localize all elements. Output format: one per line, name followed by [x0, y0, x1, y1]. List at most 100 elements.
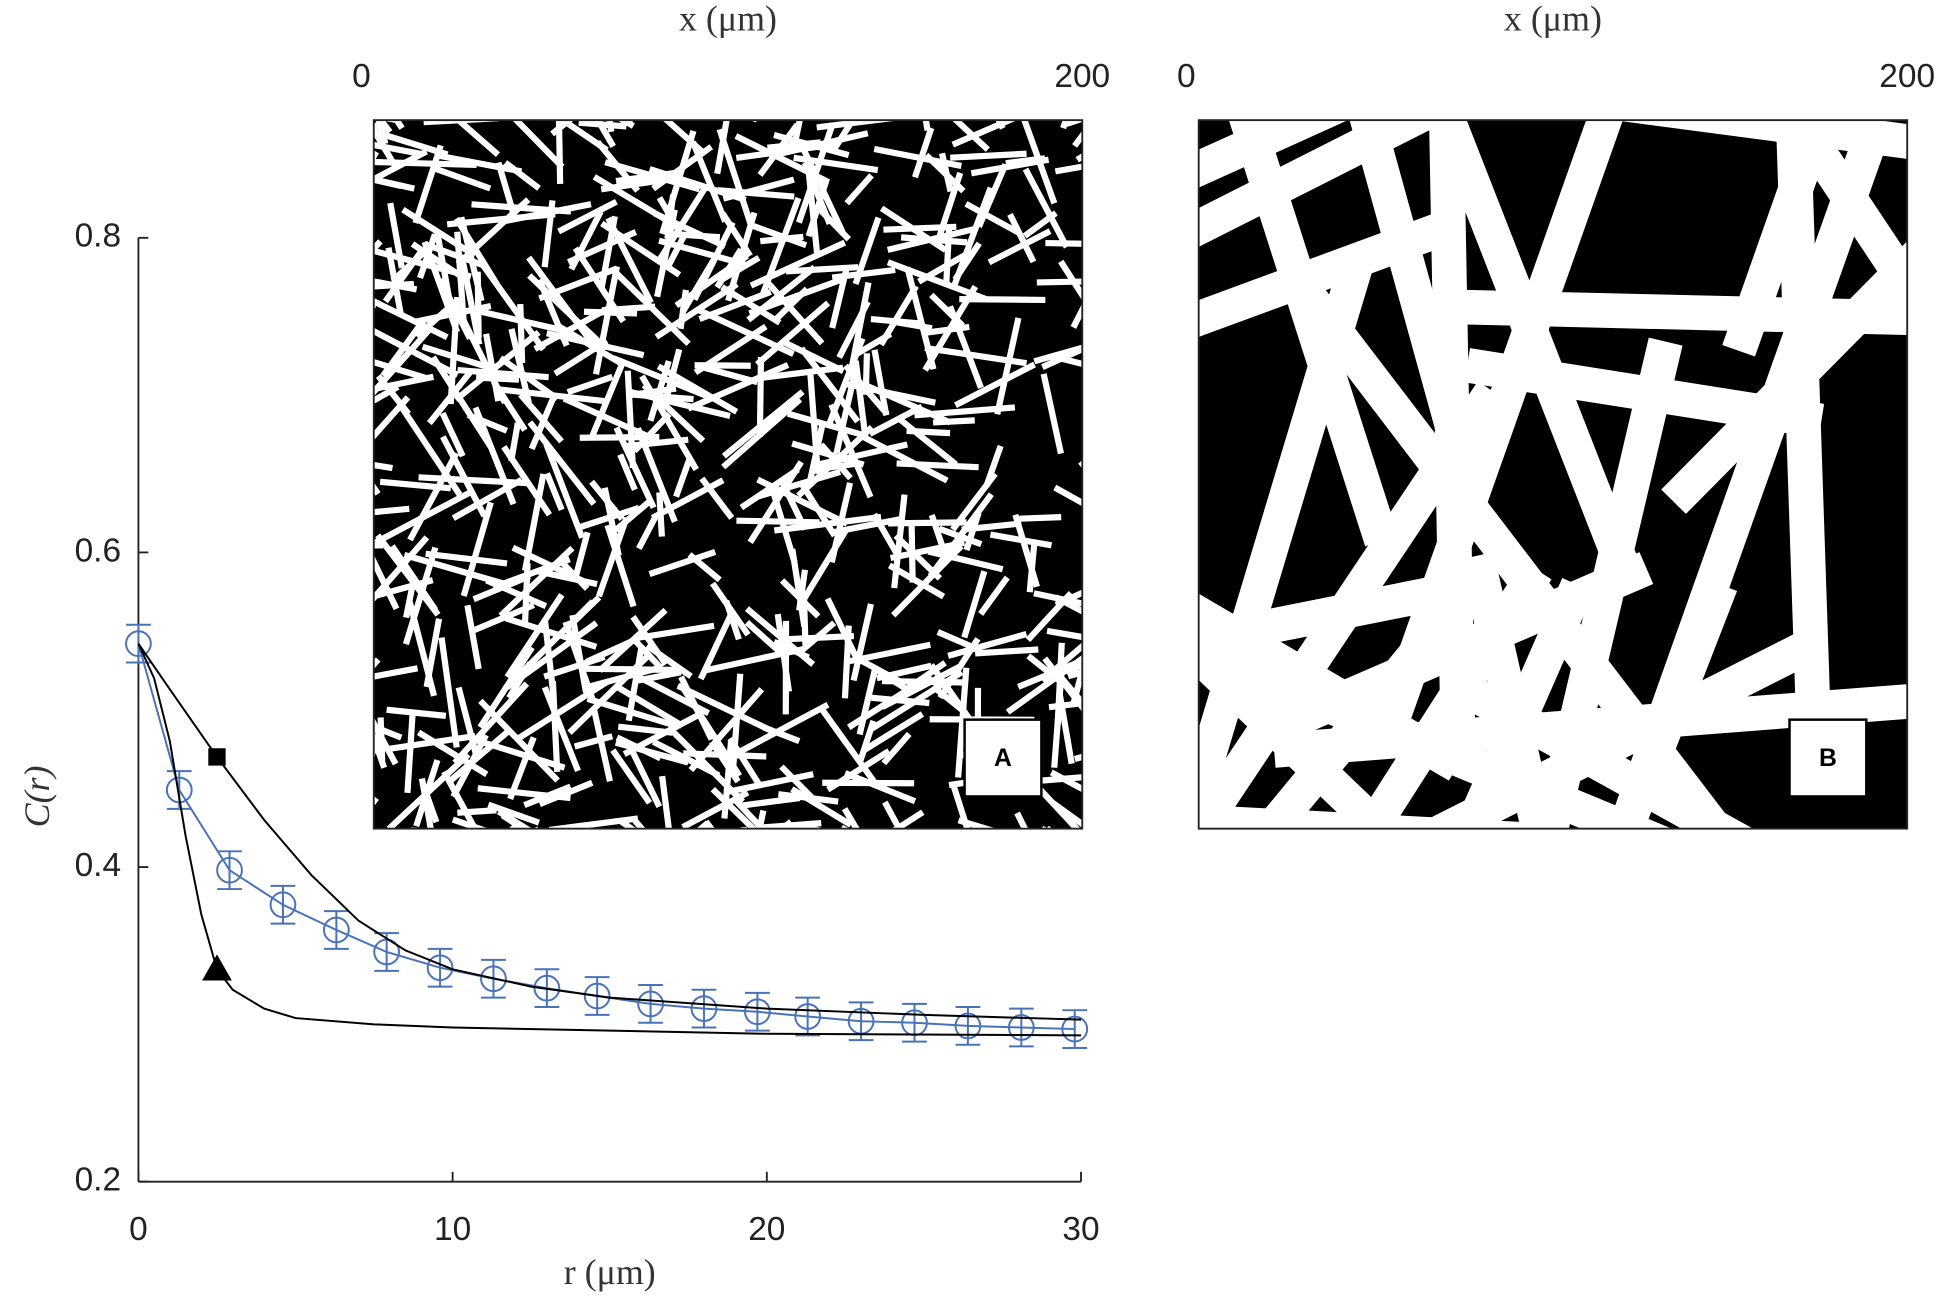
fiber	[590, 708, 613, 783]
fiber	[961, 570, 988, 639]
fiber	[721, 839, 785, 871]
fiber	[912, 127, 935, 179]
fiber	[1051, 675, 1065, 768]
fiber	[615, 734, 662, 762]
fiber	[392, 120, 405, 130]
fiber	[670, 828, 672, 829]
fiber	[1021, 120, 1058, 205]
fiber	[870, 315, 920, 327]
fiber	[460, 501, 494, 597]
marker	[583, 982, 611, 1010]
marker	[208, 748, 226, 766]
fiber	[917, 252, 967, 285]
fiber	[487, 801, 540, 826]
fiber	[343, 422, 359, 482]
fiber	[473, 736, 566, 771]
x-tick-label: 0	[1177, 58, 1196, 95]
fiber	[900, 234, 968, 246]
fiber	[1022, 167, 1070, 249]
fiber	[755, 828, 762, 829]
fiber	[868, 403, 924, 437]
fiber	[648, 166, 747, 203]
marker	[744, 998, 771, 1026]
fiber	[771, 286, 810, 324]
fiber	[521, 473, 547, 572]
fiber	[373, 657, 381, 670]
fiber	[719, 211, 753, 258]
fiber	[844, 173, 874, 206]
fiber	[333, 427, 339, 500]
fiber	[716, 128, 754, 225]
fiber	[629, 828, 631, 829]
fiber	[721, 389, 805, 459]
panel-label-box	[1788, 718, 1868, 798]
fiber	[683, 750, 767, 760]
fiber	[725, 211, 758, 302]
fiber	[402, 546, 439, 646]
fiber	[461, 64, 472, 119]
fiber	[689, 870, 782, 874]
fiber	[373, 687, 375, 690]
y-tick-label: 0.8	[75, 218, 121, 255]
fiber	[731, 838, 804, 855]
fiber	[1094, 145, 1137, 210]
fiber	[934, 171, 964, 243]
fiber	[316, 368, 336, 462]
fiber	[1084, 274, 1129, 279]
fiber	[793, 154, 879, 174]
x-axis-label: r (μm)	[564, 1252, 656, 1292]
fiber	[1073, 753, 1083, 763]
fiber	[474, 271, 482, 339]
fiber	[676, 683, 779, 737]
fiber	[886, 259, 988, 303]
fiber	[1776, 120, 1909, 319]
fiber	[477, 645, 535, 730]
fiber	[632, 411, 672, 454]
fiber	[385, 247, 404, 314]
fiber	[1040, 373, 1064, 455]
fiber	[1005, 654, 1083, 715]
fiber	[932, 417, 975, 426]
fiber	[686, 362, 790, 412]
fiber	[1054, 163, 1083, 175]
fiber	[1103, 709, 1153, 750]
x-tick-label: 30	[1062, 1211, 1099, 1248]
micrograph	[316, 43, 1153, 874]
fiber	[586, 695, 681, 730]
fiber	[400, 97, 443, 101]
fiber	[815, 205, 852, 242]
x-tick-label: 0	[352, 58, 371, 95]
fiber	[773, 43, 775, 109]
fiber	[1110, 644, 1132, 706]
fiber	[1056, 693, 1075, 765]
fiber	[616, 684, 684, 729]
fiber	[879, 205, 948, 253]
fiber	[904, 266, 937, 371]
fiber	[439, 411, 466, 458]
fiber	[557, 199, 618, 235]
fiber	[553, 338, 609, 377]
fiber	[373, 796, 379, 805]
fiber	[1081, 132, 1083, 136]
fiber	[698, 288, 772, 322]
fiber	[630, 615, 669, 667]
fiber	[664, 194, 677, 240]
fiber	[1078, 460, 1083, 469]
fiber	[950, 150, 1027, 161]
fiber	[478, 698, 560, 783]
fiber	[610, 748, 653, 805]
fiber	[714, 247, 744, 290]
fiber	[1096, 532, 1142, 601]
fiber	[820, 708, 880, 788]
fiber	[687, 552, 722, 583]
fiber	[897, 416, 958, 467]
fiber	[414, 304, 452, 339]
fiber	[431, 164, 492, 192]
fiber	[460, 120, 461, 121]
fiber	[387, 733, 476, 752]
fiber	[1365, 120, 1623, 755]
fiber	[850, 603, 874, 682]
fiber	[373, 728, 388, 769]
